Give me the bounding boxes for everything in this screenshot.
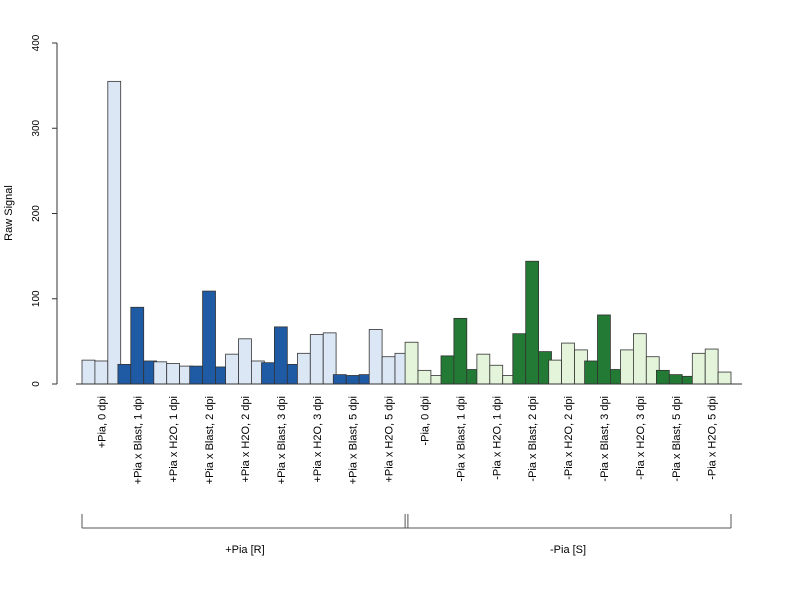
category-labels: +Pia, 0 dpi +Pia x Blast, 1 dpi +Pia x H2O… (96, 396, 718, 484)
bar (189, 365, 203, 385)
bar (691, 352, 706, 385)
category-label: -Pia x H2O, 5 dpi (707, 396, 719, 480)
bar (704, 348, 719, 385)
bar (476, 353, 491, 385)
bar (166, 363, 180, 385)
category-label: -Pia x H2O, 1 dpi (491, 396, 503, 480)
bar (620, 349, 634, 385)
bar (273, 326, 288, 385)
bar (656, 369, 670, 385)
category-label: +Pia, 0 dpi (96, 396, 108, 448)
bar (107, 80, 122, 385)
category-label: -Pia x H2O, 2 dpi (563, 396, 575, 480)
y-axis: 0 100 200 300 400 (31, 34, 58, 387)
bar (94, 360, 109, 385)
bar (597, 314, 611, 385)
bar (345, 375, 360, 385)
category-label: +Pia x H2O, 3 dpi (312, 396, 324, 483)
bar (404, 341, 419, 385)
category-label: -Pia, 0 dpi (419, 396, 431, 446)
category-label: +Pia x Blast, 2 dpi (204, 396, 216, 484)
bar (261, 362, 275, 385)
bar (417, 369, 432, 385)
category-label: -Pia x Blast, 1 dpi (455, 396, 467, 482)
group-brackets: +Pia [R] -Pia [S] (81, 514, 732, 556)
bar (717, 371, 732, 385)
bar (453, 317, 468, 385)
category-label: -Pia x Blast, 2 dpi (527, 396, 539, 482)
y-tick-label: 200 (31, 205, 42, 222)
y-tick-label: 300 (31, 119, 42, 136)
category-label: +Pia x H2O, 5 dpi (384, 396, 396, 483)
y-axis-title: Raw Signal (3, 185, 15, 241)
bar (309, 334, 324, 385)
bar (130, 306, 145, 385)
category-label: -Pia x Blast, 3 dpi (599, 396, 611, 482)
category-label: +Pia x Blast, 1 dpi (132, 396, 144, 484)
bar (440, 355, 455, 385)
bar (548, 359, 563, 385)
bar (525, 260, 540, 385)
bars-layer (81, 80, 732, 385)
category-label: +Pia x H2O, 1 dpi (168, 396, 180, 483)
category-label: +Pia x Blast, 3 dpi (276, 396, 288, 484)
bar (489, 364, 504, 385)
y-tick-label: 400 (31, 34, 42, 51)
bar (381, 356, 396, 385)
bar (561, 342, 575, 385)
bar (202, 290, 216, 385)
bar (584, 360, 598, 385)
category-label: +Pia x Blast, 5 dpi (348, 396, 360, 484)
bar (153, 361, 168, 385)
bar (225, 353, 239, 385)
category-label: +Pia x H2O, 2 dpi (240, 396, 252, 483)
y-tick-label: 100 (31, 290, 42, 307)
bar (296, 352, 311, 385)
bar (238, 338, 252, 385)
bar (633, 333, 647, 385)
bar (332, 374, 347, 385)
bar (368, 329, 383, 385)
bar (512, 333, 527, 385)
category-label: -Pia x Blast, 5 dpi (671, 396, 683, 482)
y-tick-label: 0 (31, 381, 42, 387)
bar (117, 363, 132, 385)
group-label: -Pia [S] (550, 544, 586, 556)
bar (668, 374, 683, 385)
category-label: -Pia x H2O, 3 dpi (635, 396, 647, 480)
bar (81, 359, 96, 385)
group-label: +Pia [R] (225, 544, 264, 556)
